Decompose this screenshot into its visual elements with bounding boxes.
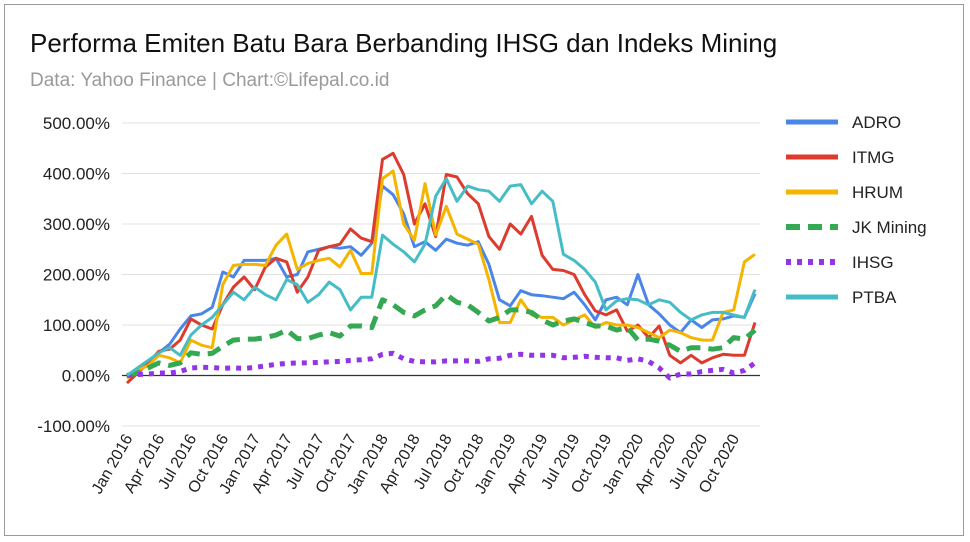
chart-frame [4,4,964,536]
y-tick-label: 100.00% [43,316,110,335]
legend-label: PTBA [852,288,897,307]
y-tick-label: 300.00% [43,215,110,234]
series-line-adro [126,184,757,380]
y-tick-label: 0.00% [62,367,110,386]
series-line-ptba [126,177,757,377]
series-line-ihsg [126,350,757,381]
legend-label: ADRO [852,113,901,132]
y-tick-label: 500.00% [43,114,110,133]
chart-subtitle: Data: Yahoo Finance | Chart:©Lifepal.co.… [30,70,390,91]
series-lines [125,151,757,385]
chart-title: Performa Emiten Batu Bara Berbanding IHS… [30,28,778,58]
legend-label: HRUM [852,183,903,202]
y-tick-label: 200.00% [43,266,110,285]
y-tick-label: 400.00% [43,165,110,184]
legend-label: JK Mining [852,218,927,237]
legend: ADRO ITMG HRUM JK Mining IHSG PTBA [786,113,927,307]
series-line-itmg [125,151,757,385]
y-tick-label: -100.00% [37,417,110,436]
series-line-hrum [126,169,756,380]
gridlines [122,122,760,427]
legend-label: IHSG [852,253,894,272]
series-line-jk-mining [126,292,757,378]
y-axis-ticks: 500.00% 400.00% 300.00% 200.00% 100.00% 0.00%… [37,114,110,436]
legend-label: ITMG [852,148,895,167]
